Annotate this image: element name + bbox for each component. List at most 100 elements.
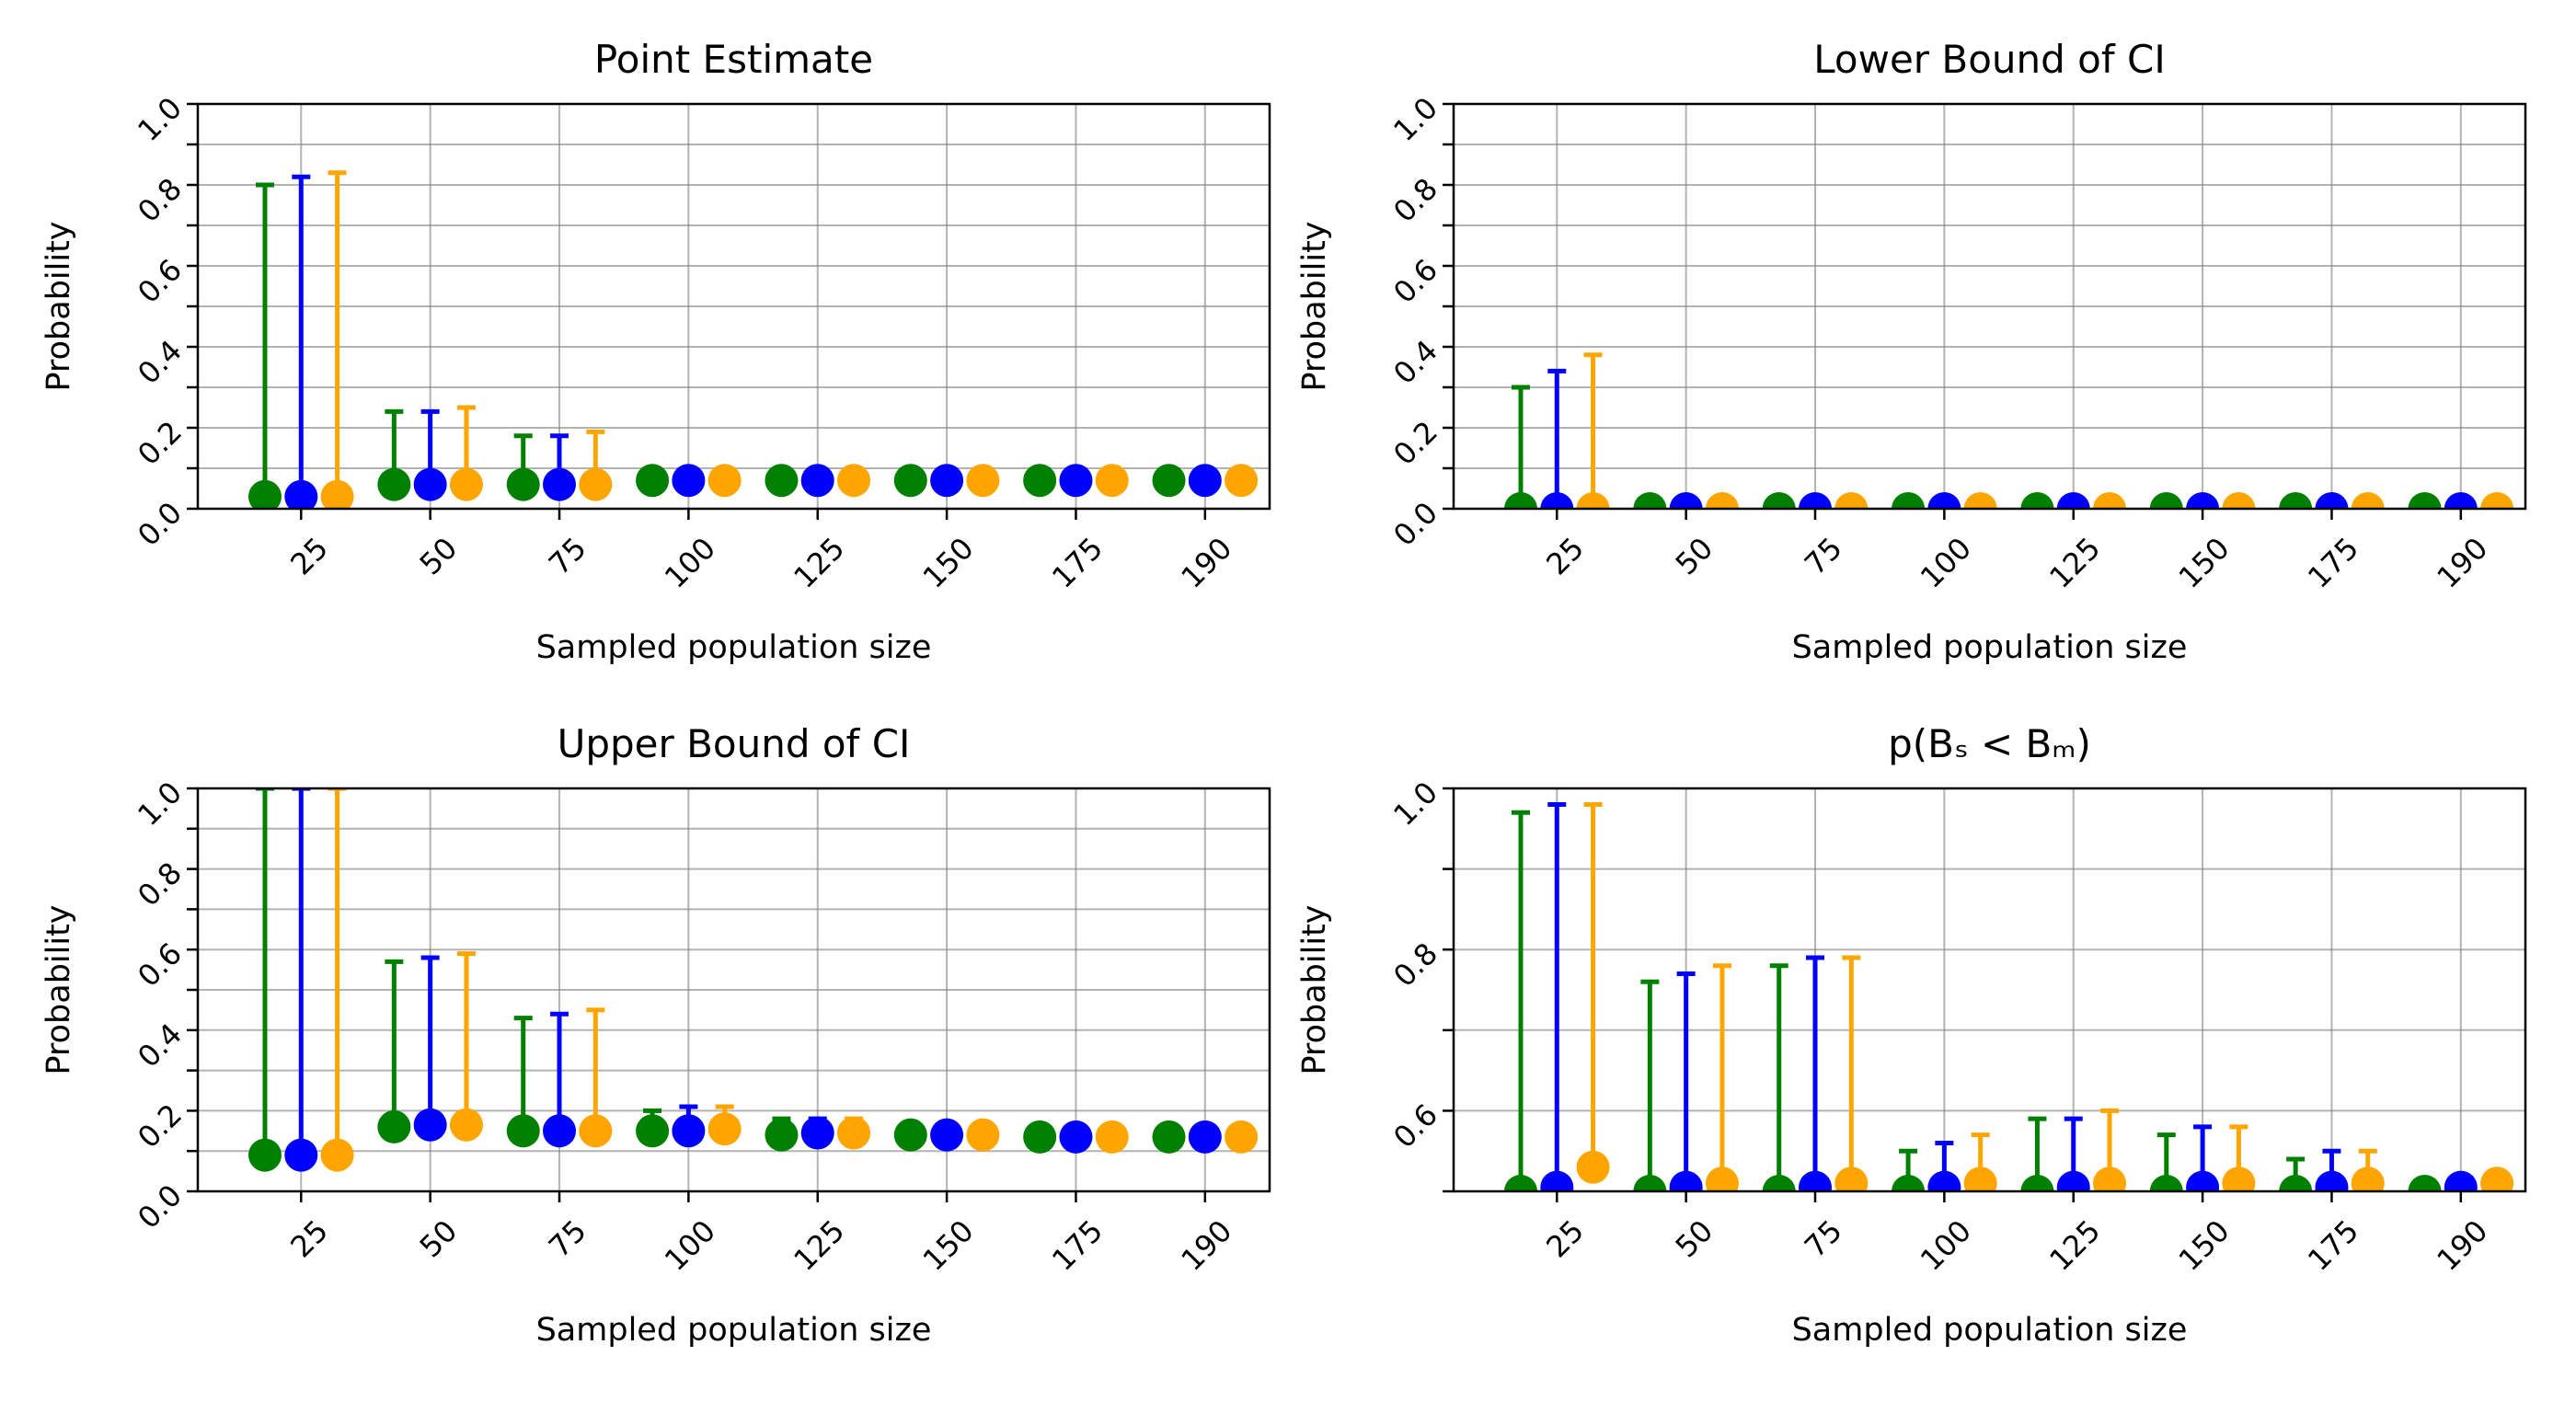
data-point	[413, 467, 447, 501]
x-tick-label: 75	[542, 1213, 593, 1265]
x-tick-label: 50	[413, 531, 465, 582]
data-point	[2222, 492, 2256, 509]
data-point	[2056, 1170, 2090, 1191]
y-tick-label: 0.6	[131, 252, 189, 310]
chart-panel-3: 0.0 0.2 0.4 0.6 0.8 1.0 25 50 75 100 125 150 175 190 U…	[40, 721, 1271, 1349]
data-point	[2056, 492, 2090, 509]
x-axis-label: Sampled population size	[1792, 1312, 2188, 1349]
x-tick-label: 150	[916, 1213, 981, 1278]
data-point	[543, 1114, 577, 1148]
data-point	[1095, 464, 1129, 498]
data-point	[893, 1118, 927, 1152]
x-axis-label: Sampled population size	[536, 1312, 932, 1349]
data-point	[1225, 464, 1259, 498]
data-point	[1576, 492, 1610, 509]
data-point	[284, 1138, 318, 1172]
data-point	[2093, 1166, 2127, 1191]
data-point	[966, 1118, 1000, 1152]
x-tick-label: 50	[413, 1213, 465, 1265]
data-point	[1152, 464, 1186, 498]
y-tick-label: 0.0	[131, 1178, 189, 1235]
data-point	[930, 464, 964, 498]
data-point	[2408, 492, 2442, 509]
data-point	[2020, 1175, 2054, 1191]
data-point	[2149, 492, 2183, 509]
y-tick-label: 0.8	[131, 171, 189, 229]
data-point	[1023, 1120, 1057, 1154]
x-tick-label: 190	[2430, 1213, 2494, 1278]
y-tick-label: 0.2	[1386, 414, 1444, 472]
data-point	[1892, 492, 1926, 509]
y-tick-label: 1.0	[131, 775, 189, 833]
data-point	[930, 1118, 964, 1152]
data-point	[1834, 1166, 1869, 1191]
x-tick-label: 50	[1669, 531, 1720, 582]
data-point	[1023, 464, 1057, 498]
y-tick-label: 0.4	[131, 1017, 189, 1074]
y-tick-label: 0.4	[131, 333, 189, 391]
data-point	[2480, 492, 2514, 509]
x-tick-label: 100	[1914, 531, 1978, 595]
data-point	[2444, 492, 2478, 509]
data-point	[449, 467, 483, 501]
data-point	[2279, 1175, 2313, 1191]
data-point	[1633, 492, 1667, 509]
data-point	[1762, 492, 1796, 509]
data-point	[2315, 492, 2349, 509]
data-point	[449, 1108, 483, 1142]
data-point	[1927, 492, 1961, 509]
data-point	[1059, 464, 1093, 498]
x-tick-label: 25	[283, 531, 335, 582]
data-point	[2186, 1170, 2220, 1191]
y-tick-label: 0.2	[131, 414, 189, 472]
data-point	[2315, 1170, 2349, 1191]
x-tick-label: 125	[787, 1213, 851, 1278]
data-point	[579, 1114, 613, 1148]
data-point	[1705, 492, 1739, 509]
data-point	[837, 1116, 871, 1150]
y-tick-label: 0.6	[1386, 252, 1444, 310]
data-point	[1633, 1175, 1667, 1191]
x-tick-label: 150	[2172, 531, 2237, 595]
data-point	[2351, 492, 2385, 509]
data-point	[2020, 492, 2054, 509]
data-point	[247, 479, 282, 509]
x-tick-label: 190	[1174, 1213, 1238, 1278]
x-tick-label: 190	[1174, 531, 1238, 595]
data-point	[2186, 492, 2220, 509]
y-axis-label: Probability	[1296, 904, 1333, 1074]
data-point	[1834, 492, 1869, 509]
x-tick-label: 25	[283, 1213, 335, 1265]
data-point	[636, 1114, 670, 1148]
data-point	[320, 479, 354, 509]
data-point	[1095, 1120, 1129, 1154]
data-point	[2149, 1175, 2183, 1191]
y-tick-label: 1.0	[1386, 775, 1444, 833]
y-tick-label: 0.2	[131, 1097, 189, 1155]
data-marks	[247, 788, 1259, 1172]
y-tick-label: 1.0	[1386, 90, 1444, 148]
data-point	[1963, 1166, 1997, 1191]
y-tick-label: 0.6	[1386, 1097, 1444, 1155]
y-tick-label: 0.8	[1386, 936, 1444, 994]
x-tick-label: 125	[2042, 1213, 2107, 1278]
x-axis-label: Sampled population size	[536, 629, 932, 666]
chart-panel-1: 0.0 0.2 0.4 0.6 0.8 1.0 25 50 75 100 125 150 175 190 P…	[40, 37, 1271, 666]
data-point	[2351, 1166, 2385, 1191]
x-axis-label: Sampled population size	[1792, 629, 2188, 666]
data-marks	[247, 170, 1259, 509]
data-point	[672, 464, 706, 498]
data-point	[413, 1108, 447, 1142]
data-point	[837, 464, 871, 498]
data-point	[543, 467, 577, 501]
x-tick-label: 75	[1798, 531, 1849, 582]
data-marks	[1503, 802, 2514, 1191]
x-tick-label: 100	[658, 1213, 722, 1278]
x-tick-label: 150	[2172, 1213, 2237, 1278]
data-point	[1188, 464, 1222, 498]
x-tick-label: 190	[2430, 531, 2494, 595]
data-point	[320, 1138, 354, 1172]
data-point	[800, 464, 834, 498]
data-point	[1799, 1170, 1833, 1191]
